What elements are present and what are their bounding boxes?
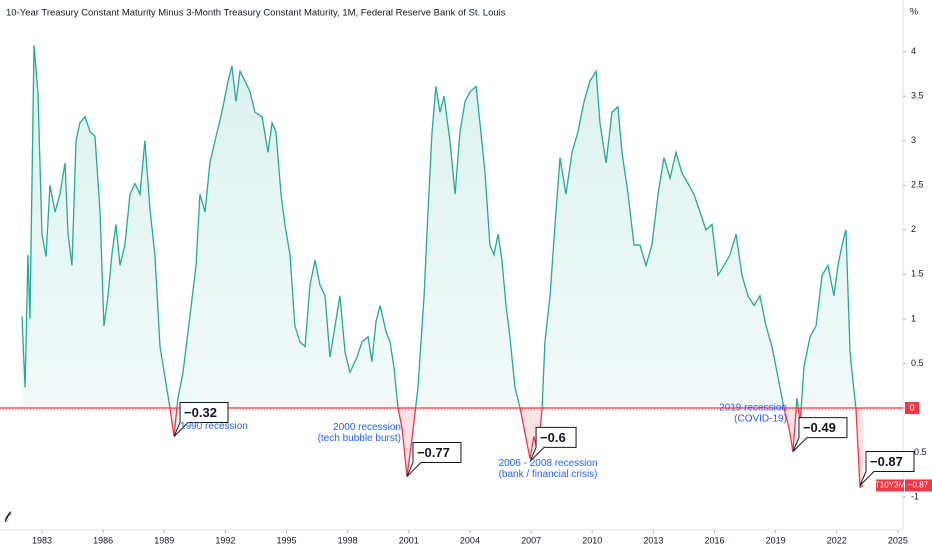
y-tick-label: 2.5: [911, 180, 924, 190]
callout-box: [792, 417, 848, 452]
x-tick-label: 1998: [338, 535, 358, 545]
callout-label: −0.87: [870, 454, 903, 469]
baseline-tag: [905, 401, 919, 414]
x-tick-label: 2007: [521, 535, 541, 545]
area-negative: [169, 407, 864, 488]
x-tick-label: 2019: [766, 535, 786, 545]
y-unit: %: [910, 6, 918, 16]
y-tick-label: -0.5: [911, 447, 927, 457]
callout-box: [406, 442, 462, 477]
x-tick-label: 2022: [827, 535, 847, 545]
x-tick-label: 1992: [215, 535, 235, 545]
y-tick-label: 4: [911, 46, 916, 56]
x-tick-label: 1983: [32, 535, 52, 545]
x-tick-label: 1995: [277, 535, 297, 545]
callout-box: [529, 426, 577, 462]
chart-title: 10-Year Treasury Constant Maturity Minus…: [6, 8, 506, 19]
callout-box: [173, 401, 229, 437]
callout-box: [859, 450, 915, 486]
callout-label: −0.6: [540, 430, 566, 445]
y-tick-label: 0.5: [911, 358, 924, 368]
x-tick-label: 2001: [399, 535, 419, 545]
recession-note: 2006 - 2008 recession: [499, 458, 598, 469]
x-tick-label: 2010: [582, 535, 602, 545]
x-tick-label: 2013: [643, 535, 663, 545]
recession-note: (COVID-19): [734, 413, 787, 424]
last-value-label: −0.87: [908, 481, 929, 490]
callout-label: −0.32: [184, 405, 217, 420]
callout-label: −0.49: [803, 420, 836, 435]
area-positive: [22, 45, 864, 408]
y-tick-label: 3.5: [911, 91, 924, 101]
baseline-tag-label: 0: [909, 402, 914, 412]
logo: 𝓉: [4, 509, 12, 526]
recession-note: (bank / financial crisis): [499, 469, 598, 480]
recession-note: 1990 recession: [180, 421, 248, 432]
recession-note: 2000 recession: [333, 422, 401, 433]
callout-label: −0.77: [417, 445, 450, 460]
y-tick-label: 2: [911, 224, 916, 234]
x-tick-label: 2016: [704, 535, 724, 545]
series-name: T10Y3M: [875, 481, 906, 490]
recession-note: 2019 recession: [719, 402, 787, 413]
y-tick-label: 1: [911, 313, 916, 323]
last-value-tag: [905, 479, 932, 492]
x-tick-label: 2004: [460, 535, 480, 545]
y-tick-label: 1.5: [911, 269, 924, 279]
y-tick-label: -1: [911, 491, 919, 501]
x-tick-label: 2025: [888, 535, 908, 545]
series-name-tag: [876, 479, 904, 492]
x-tick-label: 1986: [93, 535, 113, 545]
recession-note: (tech bubble burst): [318, 433, 401, 444]
x-tick-label: 1989: [154, 535, 174, 545]
line-positive: [21, 45, 857, 408]
y-tick-label: 3: [911, 135, 916, 145]
